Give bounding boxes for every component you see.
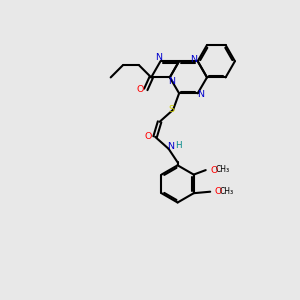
Text: N: N <box>197 90 204 99</box>
Text: N: N <box>190 55 198 64</box>
Text: N: N <box>155 53 163 62</box>
Text: O: O <box>137 85 144 94</box>
Text: N: N <box>167 142 175 151</box>
Text: O: O <box>210 166 218 175</box>
Text: N: N <box>168 76 175 85</box>
Text: O: O <box>145 132 152 141</box>
Text: O: O <box>215 187 222 196</box>
Text: CH₃: CH₃ <box>220 187 234 196</box>
Text: CH₃: CH₃ <box>215 165 229 174</box>
Text: S: S <box>169 105 175 114</box>
Text: H: H <box>175 141 181 150</box>
